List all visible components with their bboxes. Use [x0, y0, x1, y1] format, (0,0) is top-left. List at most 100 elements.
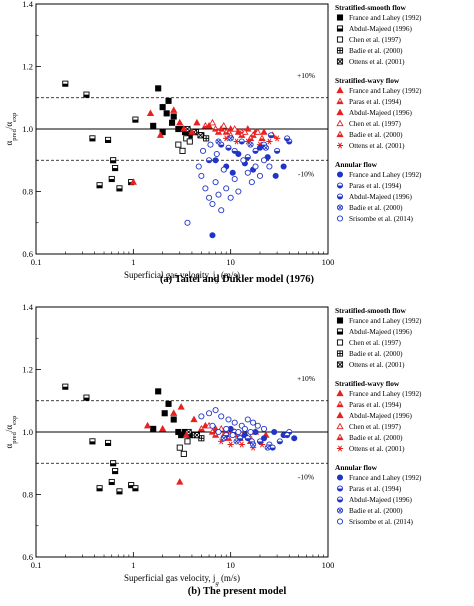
data-point [248, 179, 255, 186]
y-tick-label: 0.8 [22, 490, 33, 500]
data-point [165, 97, 172, 104]
data-point [280, 163, 287, 170]
legend-marker-fill [337, 488, 343, 492]
data-point [291, 435, 298, 442]
data-point [170, 409, 178, 416]
legend-marker-fill [337, 437, 343, 440]
data-point [209, 422, 216, 429]
data-point [208, 118, 217, 126]
data-point [260, 435, 268, 442]
legend-entry-label: Badie et al. (2000) [349, 434, 403, 442]
data-point-fill [225, 438, 232, 441]
data-point-fill [284, 138, 290, 141]
y-tick-label: 1.0 [22, 124, 33, 134]
data-point [186, 138, 193, 145]
y-tick-label: 0.6 [22, 249, 33, 259]
data-point-fill [218, 144, 224, 148]
data-point-d2 [193, 432, 200, 439]
data-point-fill [132, 488, 138, 491]
band-label: -10% [298, 169, 314, 178]
legend-marker [336, 422, 344, 430]
legend-marker-d2 [337, 205, 343, 210]
data-point-fill [132, 119, 138, 123]
legend-entry-label: Badie et al. (2000) [349, 204, 403, 212]
y-axis-label: αpred/αexp [4, 113, 18, 146]
data-point [247, 428, 254, 436]
y-axis-label-sub2: exp [11, 416, 18, 425]
data-point-fill [110, 463, 116, 466]
data-point [254, 128, 262, 135]
data-point [209, 232, 216, 239]
legend-marker-fill [337, 185, 343, 189]
data-point [225, 416, 232, 423]
data-point-arm2 [245, 138, 250, 145]
data-point-fill [128, 485, 134, 488]
figure-caption: (a) Taitel and Dukler model (1976) [160, 274, 315, 285]
data-point [178, 432, 185, 439]
data-point-d2 [248, 142, 253, 147]
legend-entry-label: Paras et al. (1994) [349, 401, 402, 409]
legend-entry-label: Srisombe et al. (2014) [349, 518, 413, 526]
legend-marker-fill [337, 499, 343, 503]
legend-entry-label: Paras et al. (1994) [349, 182, 402, 190]
data-point-d2 [228, 136, 233, 141]
data-point [252, 428, 259, 436]
legend-entry-label: Chen et al. (1997) [349, 423, 402, 431]
data-point [235, 188, 242, 195]
legend-marker [336, 474, 344, 481]
data-point [266, 163, 273, 170]
legend-marker [336, 119, 344, 127]
data-point [206, 194, 213, 201]
data-point [182, 431, 190, 438]
chart-panel-b: +10% -10% 0.1 1 10 100 0.6 0.8 1.0 1.2 1.4 Superfic… [4, 302, 422, 597]
data-point [206, 410, 213, 417]
x-axis-label-unit: (m/s) [219, 573, 240, 583]
data-point [244, 416, 251, 423]
data-point-d2 [263, 145, 269, 150]
data-point [241, 128, 249, 135]
legend-marker [336, 317, 344, 324]
band-label: +10% [297, 374, 315, 383]
legend-marker [336, 339, 344, 346]
data-point [170, 113, 177, 120]
legend-entry-label: France and Lahey (1992) [349, 390, 422, 398]
legend-entry-label: Badie et al. (2000) [349, 131, 403, 139]
legend-marker-arm2 [338, 142, 342, 149]
data-point-fill [284, 435, 290, 438]
data-point [150, 425, 157, 432]
data-point [254, 422, 261, 429]
data-point [180, 125, 188, 132]
legend-entry-label: Abdul-Majeed (1996) [349, 412, 412, 420]
data-point-arm2 [267, 138, 272, 145]
data-point [184, 438, 191, 445]
x-axis-label-main: Superficial gas velocity, j [124, 270, 215, 280]
x-tick-label: 0.1 [31, 560, 42, 570]
data-point-fill [62, 83, 68, 87]
data-point-d2 [221, 436, 226, 441]
legend-entry-label: Srisombe et al. (2014) [349, 215, 413, 223]
y-tick-label: 1.0 [22, 427, 33, 437]
data-point [212, 179, 219, 186]
legend-marker-fill [337, 331, 343, 335]
data-point [190, 415, 198, 423]
data-point [223, 185, 230, 192]
data-point [212, 157, 219, 164]
data-point [260, 157, 268, 164]
x-tick-label: 100 [322, 560, 335, 570]
data-point-fill [252, 150, 259, 154]
data-point-fill [274, 150, 280, 154]
data-point-fill [198, 428, 205, 432]
data-point-fill [116, 491, 123, 494]
data-point [231, 419, 238, 426]
data-point [240, 157, 247, 164]
data-point [220, 121, 228, 129]
x-axis-label-sub: g [215, 277, 219, 284]
legend-group-title: Stratified-wavy flow [335, 76, 400, 85]
data-point [184, 219, 191, 226]
legend-entry-label: France and Lahey (1992) [349, 87, 422, 95]
legend-entry-label: Abdul-Majeed (1996) [349, 193, 412, 201]
data-point-fill [83, 397, 90, 401]
data-point [180, 450, 187, 457]
data-point [256, 172, 264, 179]
